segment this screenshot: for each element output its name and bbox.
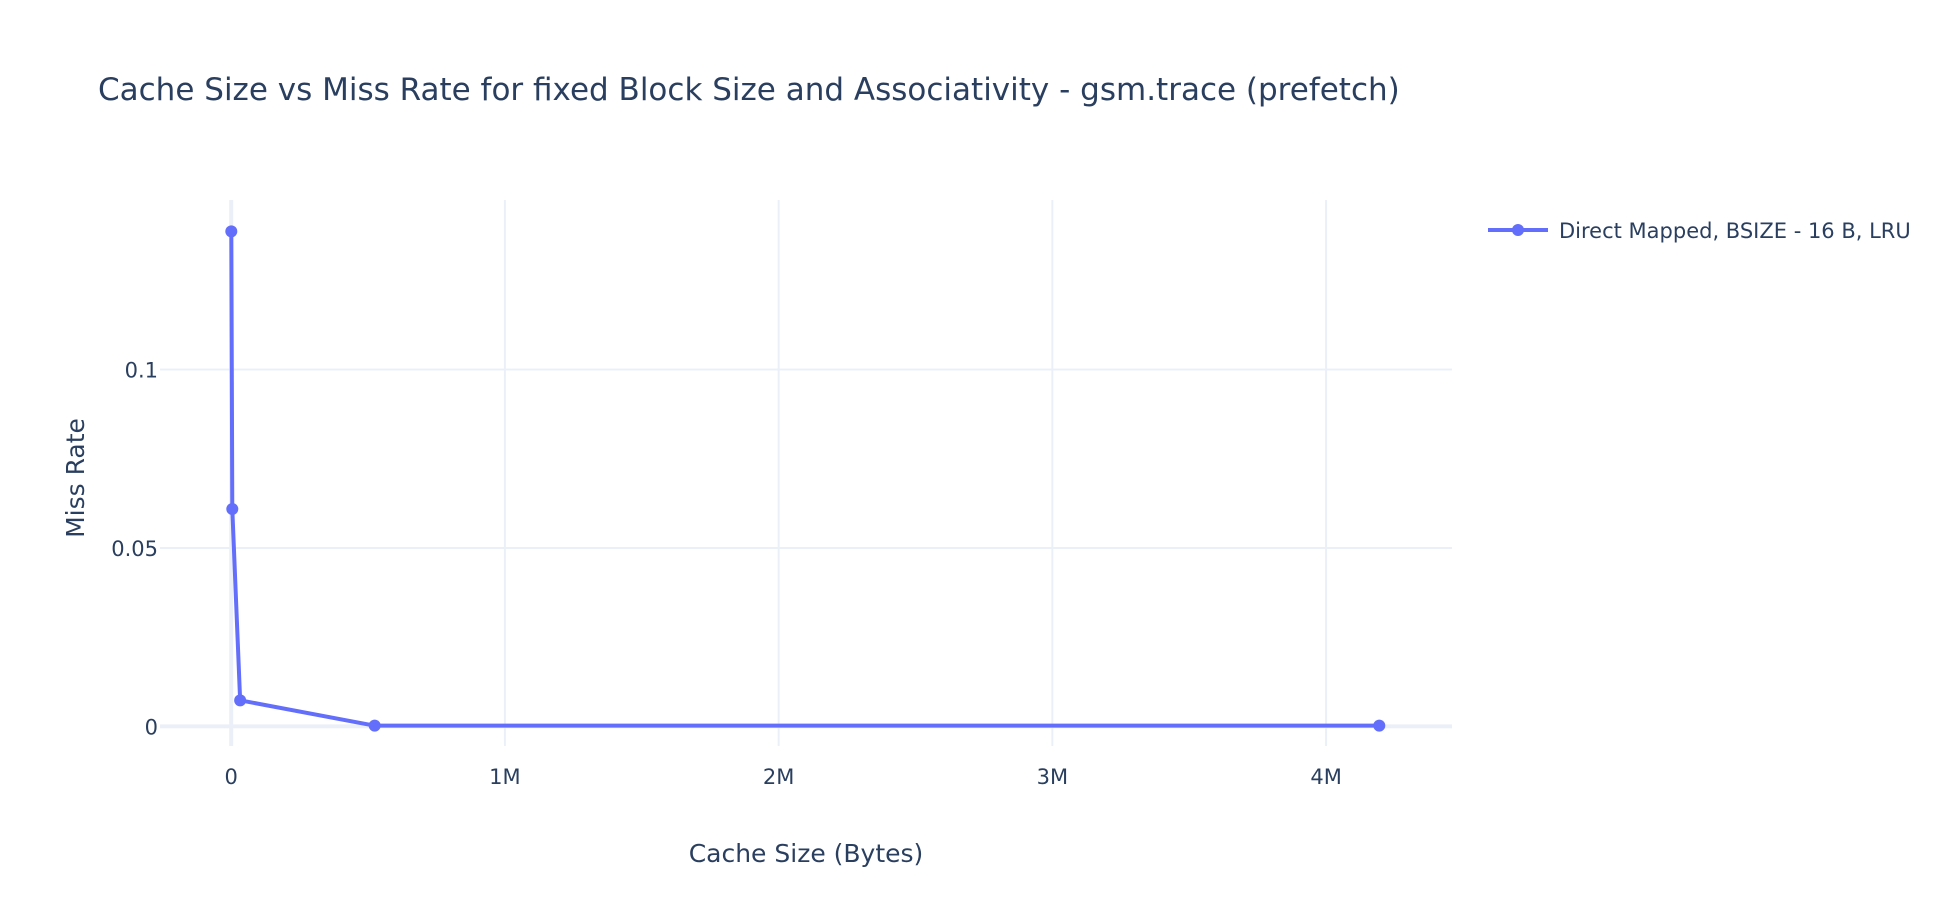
x-tick-label: 4M — [1310, 765, 1341, 789]
tick-labels: 0 1M 2M 3M 4M 0 0.05 0.1 — [111, 359, 1342, 789]
y-tick-label: 0 — [145, 715, 158, 739]
grid-lines — [160, 200, 1452, 746]
legend-swatch-marker — [1512, 224, 1524, 236]
y-tick-label: 0.1 — [125, 359, 158, 383]
y-tick-label: 0.05 — [111, 537, 158, 561]
x-tick-label: 2M — [763, 765, 794, 789]
y-axis-title: Miss Rate — [61, 418, 90, 538]
data-point[interactable] — [234, 694, 247, 707]
legend-item-label: Direct Mapped, BSIZE - 16 B, LRU — [1559, 219, 1911, 243]
data-point[interactable] — [368, 719, 381, 732]
chart-title: Cache Size vs Miss Rate for fixed Block … — [98, 72, 1400, 108]
x-tick-label: 0 — [224, 765, 237, 789]
x-axis-title: Cache Size (Bytes) — [689, 839, 924, 868]
x-tick-label: 3M — [1037, 765, 1068, 789]
data-point[interactable] — [226, 503, 239, 516]
x-tick-label: 1M — [489, 765, 520, 789]
data-point[interactable] — [225, 225, 238, 238]
series-layer — [225, 225, 1386, 732]
data-point[interactable] — [1373, 719, 1386, 732]
legend[interactable]: Direct Mapped, BSIZE - 16 B, LRU — [1488, 219, 1911, 243]
